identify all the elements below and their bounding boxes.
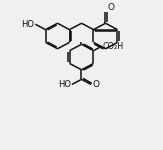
- Text: CO₂H: CO₂H: [103, 42, 124, 51]
- Text: O: O: [108, 3, 115, 12]
- Text: O: O: [92, 80, 99, 89]
- Text: HO: HO: [58, 80, 71, 89]
- Text: HO: HO: [21, 20, 34, 29]
